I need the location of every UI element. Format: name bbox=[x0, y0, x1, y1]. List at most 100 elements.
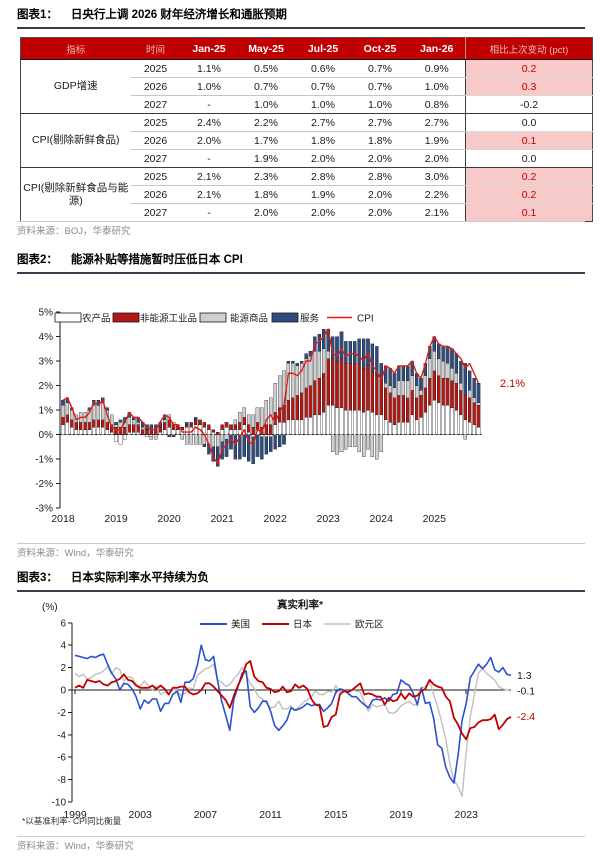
value-cell: 2.0% bbox=[351, 203, 409, 222]
svg-text:2020: 2020 bbox=[157, 513, 181, 525]
svg-text:2: 2 bbox=[60, 663, 66, 674]
svg-text:2023: 2023 bbox=[317, 513, 341, 525]
table-header: May-25 bbox=[237, 37, 295, 60]
svg-text:服务: 服务 bbox=[300, 313, 320, 325]
series-line-0 bbox=[74, 644, 512, 784]
table-header: 相比上次变动 (pct) bbox=[465, 37, 593, 60]
unit-label: (%) bbox=[42, 602, 58, 613]
value-cell: 2.7% bbox=[294, 113, 352, 132]
series-line-1 bbox=[74, 660, 512, 741]
year-cell: 2027 bbox=[130, 95, 181, 114]
value-cell: 2.1% bbox=[408, 203, 466, 222]
figure1-label: 图表1： bbox=[17, 9, 58, 21]
value-cell: 1.9% bbox=[237, 149, 295, 168]
svg-text:5%: 5% bbox=[39, 308, 54, 319]
svg-text:-8: -8 bbox=[57, 775, 66, 786]
chart-footnote: *以基准利率- CPI同比衡量 bbox=[22, 816, 122, 826]
value-cell: 2.0% bbox=[408, 149, 466, 168]
change-cell: 0.0 bbox=[465, 113, 593, 132]
svg-text:欧元区: 欧元区 bbox=[355, 619, 384, 631]
value-cell: - bbox=[180, 149, 238, 168]
table-header: Jul-25 bbox=[294, 37, 352, 60]
figure3-title: 图表3： 日本实际利率水平持续为负 bbox=[17, 571, 585, 592]
value-cell: 2.2% bbox=[237, 113, 295, 132]
value-cell: 1.0% bbox=[408, 77, 466, 96]
figure3-title-text: 日本实际利率水平持续为负 bbox=[70, 572, 209, 584]
value-cell: 1.8% bbox=[351, 131, 409, 150]
svg-text:2003: 2003 bbox=[129, 809, 153, 821]
value-cell: 2.7% bbox=[408, 113, 466, 132]
value-cell: 0.7% bbox=[351, 77, 409, 96]
value-cell: 2.0% bbox=[351, 149, 409, 168]
value-cell: 2.4% bbox=[180, 113, 238, 132]
value-cell: 2.1% bbox=[180, 185, 238, 204]
value-cell: - bbox=[180, 95, 238, 114]
table-row: 2026 2.0% 1.7% 1.8% 1.8% 1.9% 0.1 bbox=[21, 131, 593, 150]
figure1-title: 图表1： 日央行上调 2026 财年经济增长和通胀预期 bbox=[17, 8, 585, 29]
end-label: -0.1 bbox=[517, 686, 535, 698]
value-cell: 2.0% bbox=[294, 149, 352, 168]
value-cell: - bbox=[180, 203, 238, 222]
indicator-label: CPI(剔除新鲜食品与能源) bbox=[20, 167, 131, 222]
figure2-title-text: 能源补贴等措施暂时压低日本 CPI bbox=[70, 254, 243, 266]
svg-text:2011: 2011 bbox=[259, 809, 282, 821]
svg-text:2007: 2007 bbox=[194, 809, 218, 821]
value-cell: 0.6% bbox=[294, 59, 352, 78]
value-cell: 2.8% bbox=[294, 167, 352, 186]
table-row: CPI(剔除新鲜食品) 2025 2.4% 2.2% 2.7% 2.7% 2.7% 0.0 bbox=[20, 113, 593, 168]
change-cell: 0.2 bbox=[465, 59, 593, 78]
svg-text:1999: 1999 bbox=[63, 809, 87, 821]
value-cell: 1.0% bbox=[294, 95, 352, 114]
change-cell: 0.0 bbox=[465, 149, 593, 168]
svg-text:2025: 2025 bbox=[423, 513, 447, 525]
x-axis: 1999 2003 2007 2011 2015 2019 2023 bbox=[63, 809, 478, 821]
svg-text:4: 4 bbox=[60, 641, 66, 652]
table-header: Jan-26 bbox=[408, 37, 466, 60]
table-header: 时间 bbox=[130, 37, 181, 60]
table-header: Jan-25 bbox=[180, 37, 238, 60]
value-cell: 1.1% bbox=[180, 59, 238, 78]
table-row: 2026 1.0% 0.7% 0.7% 0.7% 1.0% 0.3 bbox=[21, 77, 593, 96]
value-cell: 0.7% bbox=[351, 59, 409, 78]
svg-text:0: 0 bbox=[60, 686, 66, 697]
svg-text:-2%: -2% bbox=[35, 479, 53, 490]
value-cell: 1.9% bbox=[294, 185, 352, 204]
svg-text:2%: 2% bbox=[39, 381, 54, 392]
value-cell: 2.7% bbox=[351, 113, 409, 132]
value-cell: 1.8% bbox=[294, 131, 352, 150]
svg-text:2022: 2022 bbox=[263, 513, 287, 525]
value-cell: 0.9% bbox=[408, 59, 466, 78]
svg-text:日本: 日本 bbox=[293, 619, 313, 631]
cpi-line bbox=[62, 328, 480, 465]
svg-text:2021: 2021 bbox=[210, 513, 234, 525]
value-cell: 1.7% bbox=[237, 131, 295, 150]
change-cell: 0.3 bbox=[465, 77, 593, 96]
legend: 美国 日本 欧元区 bbox=[200, 619, 384, 631]
value-cell: 0.7% bbox=[237, 77, 295, 96]
svg-text:非能源工业品: 非能源工业品 bbox=[140, 313, 197, 325]
svg-text:6: 6 bbox=[60, 618, 66, 629]
svg-text:3%: 3% bbox=[39, 357, 54, 368]
svg-text:1%: 1% bbox=[39, 406, 54, 417]
table-row: 2027-1.9% 2.0% 2.0% 2.0% 0.0 bbox=[21, 149, 593, 168]
year-cell: 2025 bbox=[130, 59, 181, 78]
svg-text:2024: 2024 bbox=[370, 513, 394, 525]
change-cell: -0.2 bbox=[465, 95, 593, 114]
value-cell: 2.8% bbox=[351, 167, 409, 186]
figure2-label: 图表2： bbox=[17, 254, 58, 266]
table-header: Oct-25 bbox=[351, 37, 409, 60]
svg-text:美国: 美国 bbox=[231, 619, 250, 631]
series-line-2 bbox=[74, 663, 512, 798]
year-cell: 2026 bbox=[130, 185, 181, 204]
figure2-title: 图表2： 能源补贴等措施暂时压低日本 CPI bbox=[17, 253, 585, 274]
svg-text:2015: 2015 bbox=[324, 809, 348, 821]
value-cell: 2.3% bbox=[237, 167, 295, 186]
svg-text:2019: 2019 bbox=[104, 513, 128, 525]
change-cell: 0.2 bbox=[465, 167, 593, 186]
svg-text:能源商品: 能源商品 bbox=[230, 313, 268, 325]
indicator-label: GDP增速 bbox=[20, 59, 131, 114]
svg-text:-4: -4 bbox=[57, 730, 66, 741]
svg-text:-1%: -1% bbox=[35, 455, 53, 466]
